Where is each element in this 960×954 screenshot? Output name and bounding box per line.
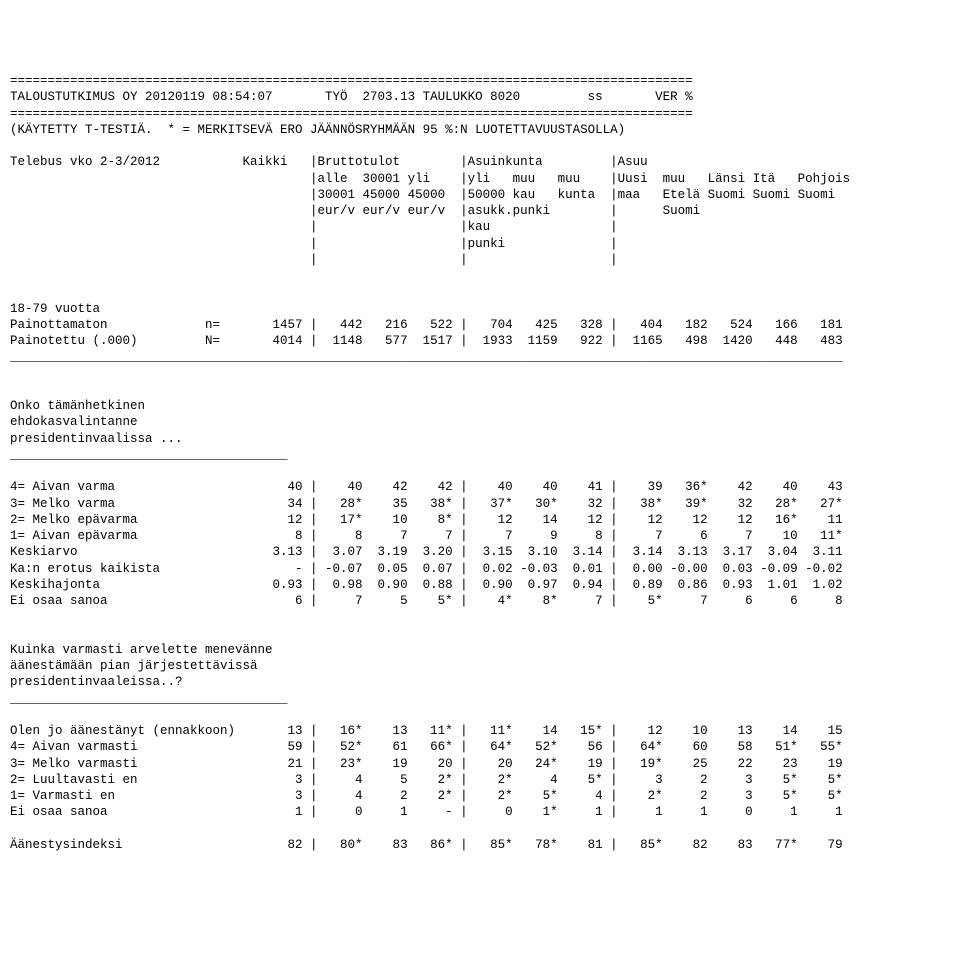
separator: ========================================…: [10, 106, 950, 122]
title-line: TALOUSTUTKIMUS OY 20120119 08:54:07 TYÖ …: [10, 89, 950, 105]
stub-title: 18-79 vuotta: [10, 301, 950, 317]
divider-bars: | | |: [10, 252, 950, 268]
q1-row-7: Ei osaa sanoa 6 | 7 5 5* | 4* 8* 7 | 5* …: [10, 593, 950, 609]
col-header-row: |alle 30001 yli |yli muu muu |Uusi muu L…: [10, 171, 950, 187]
q1-row-6: Keskihajonta 0.93 | 0.98 0.90 0.88 | 0.9…: [10, 577, 950, 593]
group-header: Telebus vko 2-3/2012 Kaikki |Bruttotulot…: [10, 154, 950, 170]
voting-index: Äänestysindeksi 82 | 80* 83 86* | 85* 78…: [10, 837, 950, 853]
q1-l1: Onko tämänhetkinen: [10, 398, 950, 414]
q2-row-3: 2= Luultavasti en 3 | 4 5 2* | 2* 4 5* |…: [10, 772, 950, 788]
q1-row-5: Ka:n erotus kaikista - | -0.07 0.05 0.07…: [10, 561, 950, 577]
q1-row-0: 4= Aivan varma 40 | 40 42 42 | 40 40 41 …: [10, 479, 950, 495]
q1-row-2: 2= Melko epävarma 12 | 17* 10 8* | 12 14…: [10, 512, 950, 528]
row-n: Painottamaton n= 1457 | 442 216 522 | 70…: [10, 317, 950, 333]
section-divider: ________________________________________…: [10, 349, 950, 365]
q1-row-4: Keskiarvo 3.13 | 3.07 3.19 3.20 | 3.15 3…: [10, 544, 950, 560]
col-header-row: | |kau |: [10, 219, 950, 235]
q2-row-4: 1= Varmasti en 3 | 4 2 2* | 2* 5* 4 | 2*…: [10, 788, 950, 804]
row-N: Painotettu (.000) N= 4014 | 1148 577 151…: [10, 333, 950, 349]
q1-row-3: 1= Aivan epävarma 8 | 8 7 7 | 7 9 8 | 7 …: [10, 528, 950, 544]
q2-row-1: 4= Aivan varmasti 59 | 52* 61 66* | 64* …: [10, 739, 950, 755]
q1-row-1: 3= Melko varma 34 | 28* 35 38* | 37* 30*…: [10, 496, 950, 512]
q2-l3: presidentinvaaleissa..?: [10, 674, 950, 690]
q1-l3: presidentinvaalissa ...: [10, 431, 950, 447]
q2-l1: Kuinka varmasti arvelette menevänne: [10, 642, 950, 658]
q1-l2: ehdokasvalintanne: [10, 414, 950, 430]
q2-underline: _____________________________________: [10, 691, 950, 707]
q2-row-2: 3= Melko varmasti 21 | 23* 19 20 | 20 24…: [10, 756, 950, 772]
separator: ========================================…: [10, 73, 950, 89]
test-note: (KÄYTETTY T-TESTIÄ. * = MERKITSEVÄ ERO J…: [10, 122, 950, 138]
q2-l2: äänestämään pian järjestettävissä: [10, 658, 950, 674]
col-header-row: |30001 45000 45000 |50000 kau kunta |maa…: [10, 187, 950, 203]
col-header-row: |eur/v eur/v eur/v |asukk.punki | Suomi: [10, 203, 950, 219]
q1-underline: _____________________________________: [10, 447, 950, 463]
col-header-row: | |punki |: [10, 236, 950, 252]
q2-row-0: Olen jo äänestänyt (ennakkoon) 13 | 16* …: [10, 723, 950, 739]
q2-row-5: Ei osaa sanoa 1 | 0 1 - | 0 1* 1 | 1 1 0…: [10, 804, 950, 820]
